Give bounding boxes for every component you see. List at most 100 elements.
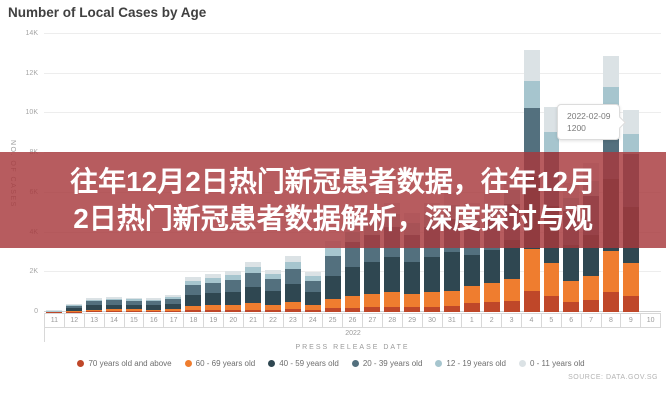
bar-segment[interactable] (46, 310, 62, 311)
bar-segment[interactable] (165, 295, 182, 297)
bar-segment[interactable] (284, 256, 301, 262)
bar-segment[interactable] (483, 250, 500, 284)
bar-segment[interactable] (463, 303, 480, 312)
bar-segment[interactable] (463, 285, 480, 304)
bar-segment[interactable] (205, 293, 222, 306)
bar-segment[interactable] (185, 284, 202, 295)
bar-segment[interactable] (245, 262, 261, 268)
bar-segment[interactable] (344, 295, 361, 308)
bar-segment[interactable] (85, 301, 102, 306)
bar-segment[interactable] (344, 307, 361, 312)
bar-segment[interactable] (65, 310, 82, 312)
bar-segment[interactable] (264, 279, 281, 292)
bar-segment[interactable] (463, 255, 480, 286)
bar-segment[interactable] (145, 298, 162, 300)
bar-segment[interactable] (205, 278, 222, 283)
bar-segment[interactable] (623, 133, 640, 155)
bar-segment[interactable] (105, 297, 122, 299)
bar-segment[interactable] (503, 278, 520, 301)
bar-segment[interactable] (384, 306, 401, 312)
bar-segment[interactable] (125, 304, 142, 310)
bar-segment[interactable] (145, 309, 162, 312)
bar-segment[interactable] (65, 305, 82, 309)
bar-segment[interactable] (85, 298, 102, 300)
bar-segment[interactable] (264, 291, 281, 305)
bar-segment[interactable] (225, 275, 242, 281)
bar-segment[interactable] (165, 303, 182, 309)
bar-segment[interactable] (424, 306, 441, 312)
bar-segment[interactable] (85, 311, 102, 312)
bar-segment[interactable] (145, 301, 162, 306)
bar-segment[interactable] (304, 281, 321, 293)
bar-segment[interactable] (304, 272, 321, 277)
bar-segment[interactable] (284, 261, 301, 269)
bar-segment[interactable] (85, 309, 102, 312)
bar-segment[interactable] (264, 274, 281, 280)
bar-segment[interactable] (563, 301, 580, 312)
bar-segment[interactable] (205, 310, 222, 312)
legend-item-2[interactable]: 40 - 59 years old (268, 359, 339, 368)
bar-segment[interactable] (105, 304, 122, 310)
bar-segment[interactable] (245, 309, 261, 312)
bar-segment[interactable] (543, 262, 560, 296)
bar-segment[interactable] (324, 276, 341, 300)
bar-segment[interactable] (324, 256, 341, 277)
bar-segment[interactable] (384, 257, 401, 293)
bar-segment[interactable] (185, 280, 202, 285)
bar-segment[interactable] (185, 294, 202, 306)
bar-segment[interactable] (245, 273, 261, 288)
bar-segment[interactable] (523, 81, 540, 108)
legend-item-4[interactable]: 12 - 19 years old (435, 359, 506, 368)
bar-segment[interactable] (225, 304, 242, 310)
bar-segment[interactable] (125, 300, 142, 305)
bar-segment[interactable] (364, 262, 381, 295)
bar-segment[interactable] (205, 274, 222, 279)
bar-segment[interactable] (344, 242, 361, 268)
bar-segment[interactable] (105, 311, 122, 312)
bar-segment[interactable] (543, 107, 560, 132)
bar-segment[interactable] (125, 309, 142, 312)
bar-segment[interactable] (563, 281, 580, 302)
bar-segment[interactable] (65, 308, 82, 311)
bar-segment[interactable] (364, 294, 381, 308)
bar-segment[interactable] (65, 311, 82, 312)
bar-segment[interactable] (145, 299, 162, 302)
bar-segment[interactable] (523, 291, 540, 312)
bar-segment[interactable] (404, 294, 421, 308)
bar-segment[interactable] (225, 271, 242, 276)
bar-segment[interactable] (185, 277, 202, 281)
bar-segment[interactable] (264, 270, 281, 275)
legend-item-3[interactable]: 20 - 39 years old (351, 359, 422, 368)
bar-segment[interactable] (225, 280, 242, 292)
bar-segment[interactable] (85, 305, 102, 310)
bar-segment[interactable] (225, 309, 242, 312)
bar-segment[interactable] (205, 305, 222, 311)
bar-segment[interactable] (503, 239, 520, 279)
bar-segment[interactable] (304, 304, 321, 311)
bar-segment[interactable] (603, 250, 620, 292)
bar-segment[interactable] (185, 305, 202, 311)
bar-segment[interactable] (284, 309, 301, 312)
bar-segment[interactable] (444, 306, 460, 312)
legend-item-1[interactable]: 60 - 69 years old (184, 359, 255, 368)
bar-segment[interactable] (404, 262, 421, 295)
bar-segment[interactable] (225, 291, 242, 305)
bar-segment[interactable] (543, 131, 560, 153)
bar-segment[interactable] (245, 287, 261, 304)
bar-segment[interactable] (145, 305, 162, 310)
bar-segment[interactable] (125, 311, 142, 312)
bar-segment[interactable] (105, 309, 122, 312)
bar-segment[interactable] (523, 50, 540, 82)
legend-item-5[interactable]: 0 - 11 years old (519, 359, 585, 368)
bar-segment[interactable] (424, 292, 441, 307)
bar-segment[interactable] (284, 284, 301, 302)
bar-segment[interactable] (304, 310, 321, 312)
bar-segment[interactable] (284, 302, 301, 310)
bar-segment[interactable] (105, 298, 122, 301)
bar-segment[interactable] (603, 55, 620, 87)
bar-segment[interactable] (65, 304, 82, 306)
bar-segment[interactable] (404, 307, 421, 312)
bar-segment[interactable] (165, 298, 182, 304)
bar-segment[interactable] (205, 282, 222, 294)
bar-segment[interactable] (543, 295, 560, 312)
